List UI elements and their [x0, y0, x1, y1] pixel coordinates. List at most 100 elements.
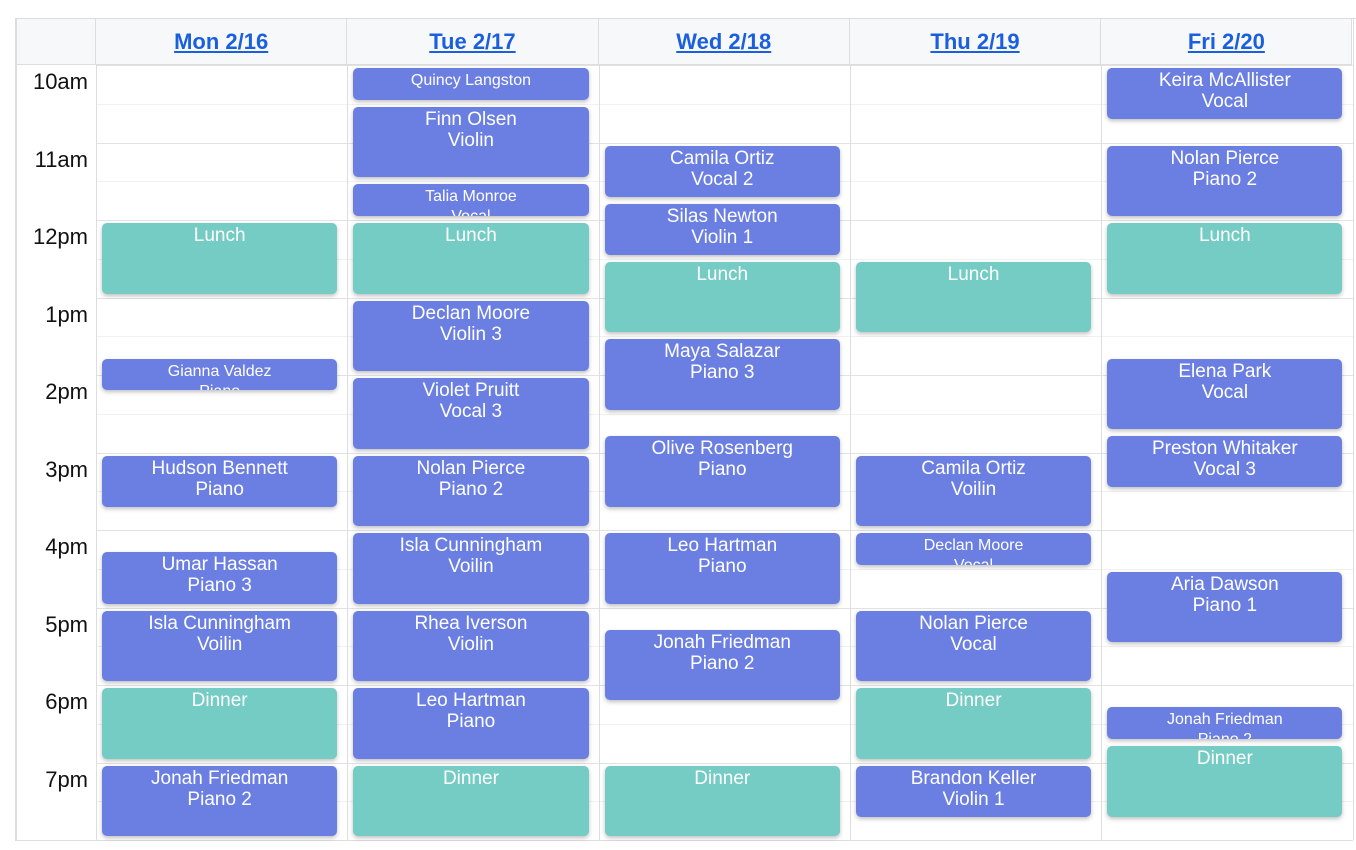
day-link[interactable]: Fri 2/20: [1187, 28, 1265, 54]
event[interactable]: Silas Newton Violin 1: [604, 203, 840, 255]
event-title: Elena Park: [1178, 360, 1272, 382]
event-title: Nolan Pierce: [1170, 147, 1280, 169]
event-subtitle: Piano: [102, 382, 337, 391]
event-title: Lunch: [947, 263, 1000, 285]
event[interactable]: Preston Whitaker Vocal 3: [1107, 436, 1343, 488]
event-title: Isla Cunningham: [148, 612, 291, 634]
event[interactable]: Umar Hassan Piano 3: [102, 552, 338, 604]
event[interactable]: Dinner: [604, 765, 840, 836]
event[interactable]: Dinner: [855, 688, 1092, 759]
event-subtitle: Violin 3: [439, 323, 502, 345]
event[interactable]: Declan Moore Violin 3: [353, 300, 589, 371]
time-label: 6pm: [45, 689, 88, 714]
column-divider: [1352, 19, 1354, 840]
event[interactable]: Isla Cunningham Voilin: [353, 533, 589, 604]
event[interactable]: Brandon Keller Violin 1: [855, 765, 1092, 817]
event[interactable]: Maya Salazar Piano 3: [604, 339, 840, 410]
day-link[interactable]: Wed 2/18: [676, 28, 772, 54]
day-link[interactable]: Mon 2/16: [174, 28, 269, 54]
grid-line: [96, 258, 1353, 260]
grid-line: [96, 103, 1353, 105]
event[interactable]: Lunch: [102, 223, 338, 294]
event[interactable]: Hudson Bennett Piano: [102, 455, 338, 507]
event-title: Isla Cunningham: [399, 535, 543, 556]
event[interactable]: Leo Hartman Piano: [353, 688, 589, 759]
event[interactable]: Dinner: [1107, 746, 1343, 817]
event-title: Talia Monroe: [425, 188, 517, 206]
event[interactable]: Lunch: [855, 261, 1092, 333]
event[interactable]: Nolan Pierce Piano 2: [353, 455, 589, 526]
event[interactable]: Lunch: [604, 261, 840, 333]
event[interactable]: Leo Hartman Piano: [604, 533, 840, 604]
event-subtitle: Violin 1: [691, 226, 754, 248]
event[interactable]: Camila Ortiz Vocal 2: [604, 145, 840, 197]
corner: [16, 19, 96, 65]
event[interactable]: Lunch: [1107, 223, 1343, 294]
event-title: Quincy Langston: [410, 72, 531, 89]
event-subtitle: Piano: [697, 556, 747, 577]
event-title: Camila Ortiz: [921, 457, 1026, 479]
event[interactable]: Rhea Iverson Violin: [353, 610, 589, 681]
event-subtitle: Violin: [447, 633, 495, 655]
event[interactable]: Isla Cunningham Voilin: [102, 610, 338, 681]
event[interactable]: Olive Rosenberg Piano: [604, 436, 840, 507]
grid-line: [96, 762, 1353, 764]
event-title: Nolan Pierce: [919, 612, 1028, 634]
time-label: 5pm: [45, 611, 88, 637]
event-title: Aria Dawson: [1170, 573, 1279, 595]
grid-line: [16, 840, 1353, 841]
day-link[interactable]: Tue 2/17: [429, 28, 516, 54]
event[interactable]: Nolan Pierce Piano 2: [1107, 145, 1343, 216]
event-title: Declan Moore: [923, 537, 1024, 554]
event-title: Jonah Friedman: [151, 767, 289, 789]
event-title: Silas Newton: [666, 205, 778, 227]
column-divider: [347, 19, 349, 840]
event[interactable]: Talia MonroeVocal: [353, 184, 589, 216]
day-header: Wed 2/18: [598, 19, 850, 65]
grid-line: [96, 413, 1353, 415]
event[interactable]: Dinner: [102, 688, 338, 759]
calendar: 10am 11am 12pm 1pm 2pm 3pm 4pm 5pm 6pm 7pm Mon 2/1…: [15, 18, 1356, 841]
grid-line: [96, 530, 1353, 531]
event[interactable]: Quincy Langston: [353, 68, 589, 100]
day-header: Tue 2/17: [347, 19, 599, 65]
column-divider: [849, 19, 851, 840]
event-title: Camila Ortiz: [669, 147, 775, 169]
event[interactable]: Finn Olsen Violin: [353, 106, 589, 178]
event[interactable]: Camila Ortiz Voilin: [855, 455, 1092, 526]
day-header: Mon 2/16: [96, 19, 348, 65]
event[interactable]: Aria Dawson Piano 1: [1107, 571, 1343, 643]
grid-line: [96, 336, 1353, 338]
time-label: 3pm: [45, 456, 88, 482]
event-title: Lunch: [445, 225, 497, 246]
event[interactable]: Declan Moore Vocal: [855, 533, 1092, 565]
event[interactable]: Nolan Pierce Vocal: [855, 610, 1092, 681]
event-subtitle: Voilin: [196, 633, 243, 655]
day-header: Fri 2/20: [1101, 19, 1353, 65]
event[interactable]: Elena Park Vocal: [1107, 358, 1343, 430]
event-subtitle: Vocal 2: [691, 168, 754, 190]
event[interactable]: Gianna Valdez Piano: [102, 358, 338, 391]
event-title: Leo Hartman: [667, 535, 778, 556]
event-title: Declan Moore: [411, 302, 531, 324]
event-title: Jonah Friedman: [653, 631, 791, 653]
column-divider: [1101, 19, 1103, 840]
day-link[interactable]: Thu 2/19: [930, 28, 1020, 54]
event-subtitle: Piano: [446, 711, 496, 732]
event[interactable]: Keira McAllister Vocal: [1107, 68, 1343, 120]
event-title: Lunch: [1198, 225, 1251, 246]
event[interactable]: Dinner: [353, 765, 589, 836]
event[interactable]: Lunch: [353, 223, 589, 294]
event-subtitle: Piano 2: [1107, 730, 1342, 739]
event-subtitle: Vocal 3: [1193, 459, 1256, 481]
event-title: Lunch: [193, 225, 246, 246]
event-title: Hudson Bennett: [151, 457, 288, 479]
event-title: Keira McAllister: [1158, 70, 1291, 91]
event[interactable]: Violet Pruitt Vocal 3: [353, 378, 589, 449]
event-subtitle: Violin: [447, 129, 495, 151]
time-label: 1pm: [45, 301, 88, 327]
